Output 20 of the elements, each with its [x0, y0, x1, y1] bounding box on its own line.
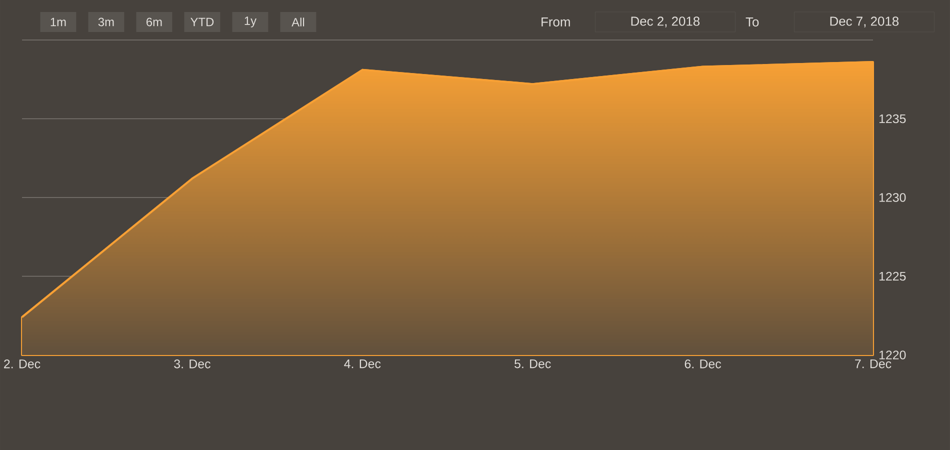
x-tick-label: 3. Dec [174, 360, 210, 368]
text: All [292, 18, 304, 26]
y-tick-label: 1230 [879, 193, 906, 202]
x-tick-label: 6. Dec [684, 360, 722, 368]
text: 6m [146, 18, 162, 26]
text: Dec 2, 2018 [631, 16, 700, 28]
x-tick-label: 2. Dec [4, 360, 40, 368]
x-tick-label: 7. Dec [855, 360, 892, 368]
text: 1m [50, 18, 66, 26]
text: 1y [244, 16, 256, 28]
x-tick-label: 4. Dec [344, 360, 381, 368]
y-tick-label: 1225 [879, 272, 906, 281]
text: To [746, 17, 759, 27]
y-tick-label: 1235 [879, 114, 906, 124]
text: Dec 7, 2018 [830, 16, 899, 28]
text: 3m [98, 18, 114, 26]
y-tick-label: 1220 [879, 350, 906, 360]
text: YTD [190, 18, 214, 26]
x-tick-label: 5. Dec [514, 360, 551, 368]
text: From [542, 17, 570, 27]
